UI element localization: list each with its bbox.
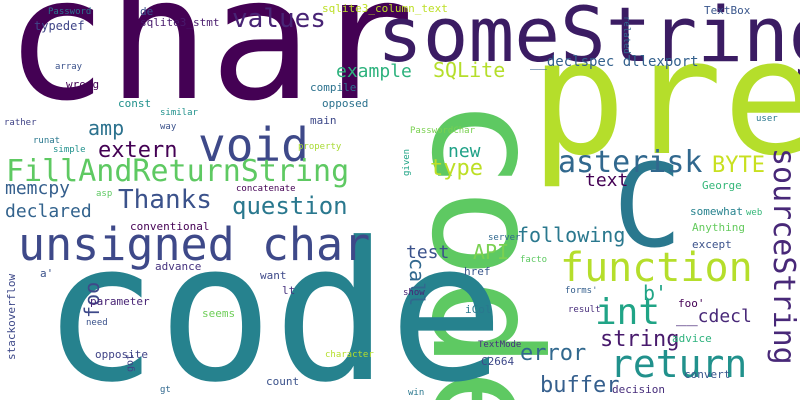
word-a-quote: a' (40, 267, 54, 280)
word-int: int (595, 292, 661, 333)
word-values: values (232, 4, 326, 34)
word-somewhat: somewhat (690, 205, 743, 218)
word-amp: amp (88, 116, 125, 140)
word-c: C (613, 140, 683, 274)
word-rather: rather (4, 118, 37, 128)
word-sqlite: SQLite (433, 58, 506, 82)
word-error: error (520, 341, 587, 366)
word-call: call (405, 258, 429, 307)
word-simple: simple (53, 145, 86, 155)
word-conventional: conventional (130, 220, 210, 233)
word-user: user (756, 114, 778, 124)
word-given: given (402, 148, 412, 176)
word-type: type (430, 156, 483, 181)
word-wrong: wrong (66, 78, 100, 91)
word-c2664: C2664 (481, 355, 515, 368)
word-sqlite3-column-text: sqlite3_column_text (322, 2, 448, 15)
word-decision: decision (612, 383, 665, 396)
word-got: got (125, 353, 136, 372)
word-api: API (473, 240, 510, 264)
word-asp: asp (96, 189, 113, 199)
word-anything: Anything (692, 221, 745, 234)
word-foo-quote: foo' (678, 297, 705, 310)
word-need: need (86, 318, 108, 328)
word-password: Password (48, 7, 92, 17)
word-web: web (746, 208, 763, 218)
word-extern: extern (98, 138, 178, 163)
word-textmode: TextMode (478, 340, 522, 350)
word-character: character (325, 350, 374, 360)
word-example: example (336, 61, 412, 82)
word-text: text (585, 170, 629, 191)
word-similar: similar (160, 108, 198, 118)
word-byte: BYTE (712, 153, 765, 178)
word-test: test (406, 242, 450, 263)
word-fillandreturnstring: FillAndReturnString (6, 154, 350, 189)
word-string: string (600, 327, 680, 352)
word-code: code (42, 202, 505, 400)
word-following: following (517, 223, 626, 247)
word-return: return (610, 342, 748, 386)
word-buffer: buffer (540, 373, 620, 398)
word-advance: advance (155, 260, 202, 273)
word-george: George (702, 179, 742, 192)
word-de: de (140, 5, 154, 18)
word-win: win (408, 388, 425, 398)
word-sqlite3-stmt: sqlite3_stmt (140, 16, 220, 29)
word-declared: declared (5, 201, 92, 222)
word-related: related (621, 16, 631, 54)
word-href: href (464, 265, 491, 278)
word-runat: runat (33, 136, 61, 146)
word-new: new (448, 141, 481, 162)
word-thanks: Thanks (118, 185, 212, 215)
word-advice: advice (672, 332, 712, 345)
word-stackoverflow: stackoverflow (5, 273, 18, 360)
word-way: way (160, 122, 177, 132)
word-array: array (55, 62, 83, 72)
word-void: void (198, 118, 309, 172)
word-result: result (568, 305, 601, 315)
word-textbox: TextBox (704, 4, 751, 17)
word-forms-quote: forms' (565, 286, 598, 296)
word-icol: iCol (465, 303, 492, 316)
word-want: want (260, 269, 287, 282)
word-main: main (310, 114, 337, 127)
word-b-quote: b' (643, 281, 668, 305)
word-cdecl: __cdecl (676, 306, 752, 327)
word-declspec-dllexport: __declspec dllexport (530, 54, 699, 70)
word-convert: convert (684, 368, 731, 381)
word-typedef: typedef (34, 19, 85, 33)
word-property: property (298, 142, 342, 152)
word-facto: facto (520, 255, 548, 265)
word-memcpy: memcpy (5, 178, 71, 199)
word-lt: lt (282, 284, 296, 297)
word-compile: compile (310, 81, 357, 94)
word-char: char (5, 0, 415, 139)
word-concatenate: concatenate (236, 184, 296, 194)
word-somestring: someString (377, 0, 800, 79)
word-server: server (488, 233, 521, 243)
word-count: count (266, 375, 300, 388)
word-passwordchar: PasswordChar (410, 126, 476, 136)
word-function: function (560, 245, 753, 291)
word-opposite: opposite (95, 348, 148, 361)
word-except: except (692, 238, 732, 251)
word-opposed: opposed (322, 97, 369, 110)
word-question: question (232, 192, 348, 220)
word-sourcestring: sourceString (766, 148, 800, 365)
word-gt: gt (160, 385, 171, 395)
word-asterisk: asterisk (558, 145, 703, 180)
word-const: const (118, 97, 152, 110)
word-parameter: parameter (90, 295, 150, 308)
word-seems: seems (202, 307, 236, 320)
word-unsigned-char: unsigned char (18, 218, 371, 271)
word-show: show (403, 288, 425, 298)
word-pre: pre (530, 4, 800, 191)
